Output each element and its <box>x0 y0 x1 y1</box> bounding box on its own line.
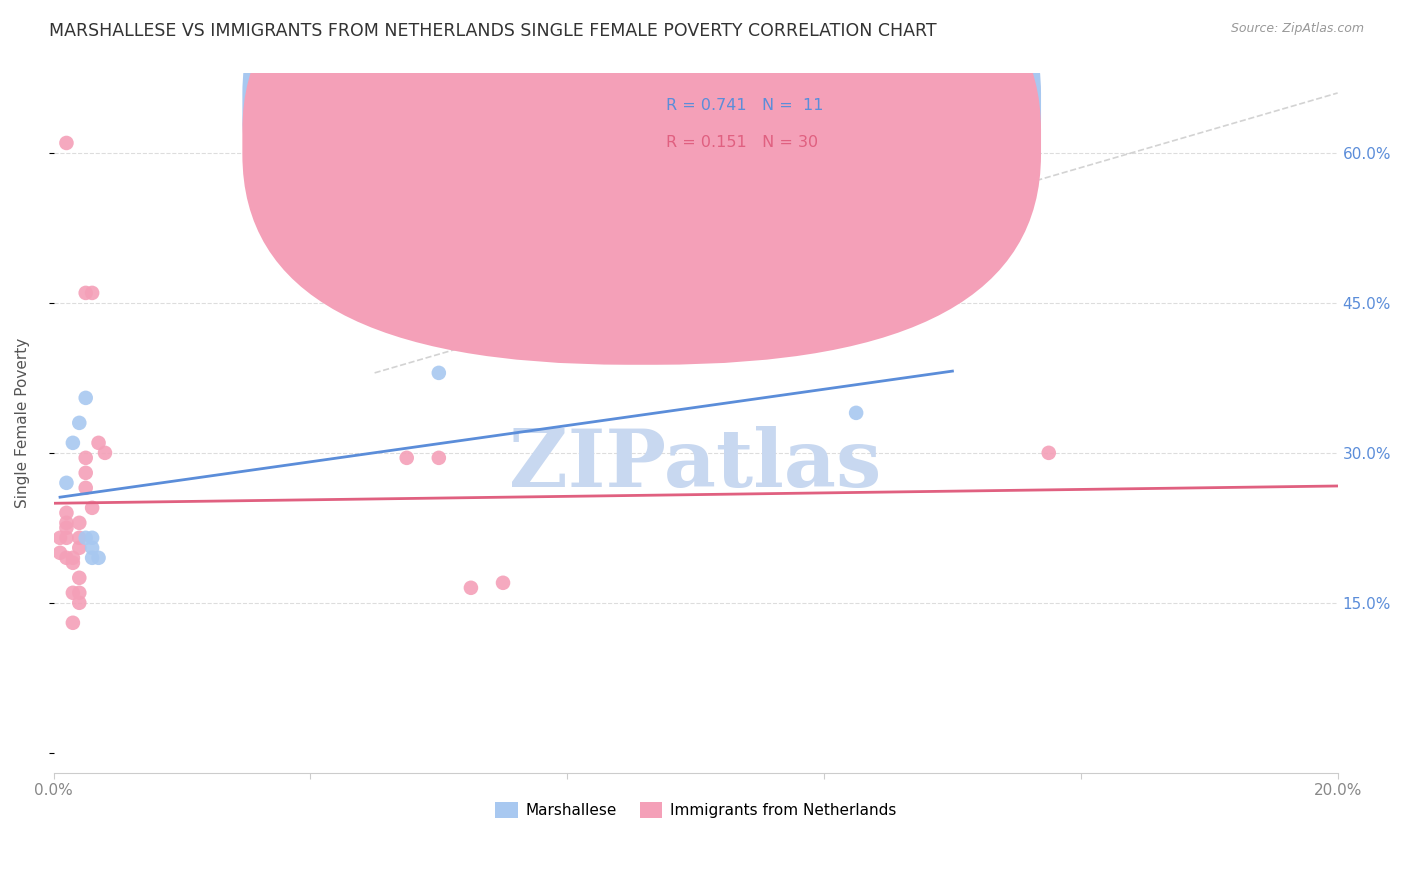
Point <box>62 586 84 600</box>
Point <box>427 450 450 465</box>
Point <box>87 550 110 565</box>
FancyBboxPatch shape <box>242 0 1040 365</box>
Point <box>75 450 97 465</box>
Point <box>67 596 90 610</box>
Point <box>49 531 72 545</box>
Point <box>75 466 97 480</box>
Point <box>1038 446 1060 460</box>
Point <box>55 136 77 150</box>
Point <box>67 416 90 430</box>
Point <box>55 516 77 530</box>
Point <box>427 366 450 380</box>
Point <box>67 541 90 555</box>
Point <box>75 391 97 405</box>
Legend: Marshallese, Immigrants from Netherlands: Marshallese, Immigrants from Netherlands <box>489 797 903 824</box>
Text: R = 0.741   N =  11: R = 0.741 N = 11 <box>666 98 824 113</box>
FancyBboxPatch shape <box>242 0 1040 328</box>
Point <box>67 516 90 530</box>
Point <box>67 571 90 585</box>
Point <box>492 575 515 590</box>
Point <box>82 531 104 545</box>
Point <box>62 550 84 565</box>
Point <box>82 285 104 300</box>
Point <box>94 446 117 460</box>
Point <box>87 435 110 450</box>
Point <box>460 581 482 595</box>
Point <box>55 521 77 535</box>
Point <box>62 435 84 450</box>
Point <box>82 541 104 555</box>
Point <box>55 531 77 545</box>
Text: Source: ZipAtlas.com: Source: ZipAtlas.com <box>1230 22 1364 36</box>
Point <box>62 556 84 570</box>
Point <box>82 500 104 515</box>
Point <box>75 481 97 495</box>
Y-axis label: Single Female Poverty: Single Female Poverty <box>15 338 30 508</box>
Point <box>845 406 868 420</box>
Point <box>67 531 90 545</box>
Point <box>49 546 72 560</box>
Point <box>55 475 77 490</box>
Point <box>62 615 84 630</box>
Point <box>395 450 418 465</box>
Point <box>82 550 104 565</box>
FancyBboxPatch shape <box>606 77 979 171</box>
Point <box>75 285 97 300</box>
Text: R = 0.151   N = 30: R = 0.151 N = 30 <box>666 135 818 150</box>
Point <box>75 531 97 545</box>
Point <box>55 506 77 520</box>
Point <box>55 550 77 565</box>
Text: MARSHALLESE VS IMMIGRANTS FROM NETHERLANDS SINGLE FEMALE POVERTY CORRELATION CHA: MARSHALLESE VS IMMIGRANTS FROM NETHERLAN… <box>49 22 936 40</box>
Text: ZIPatlas: ZIPatlas <box>509 425 882 504</box>
Point <box>67 586 90 600</box>
